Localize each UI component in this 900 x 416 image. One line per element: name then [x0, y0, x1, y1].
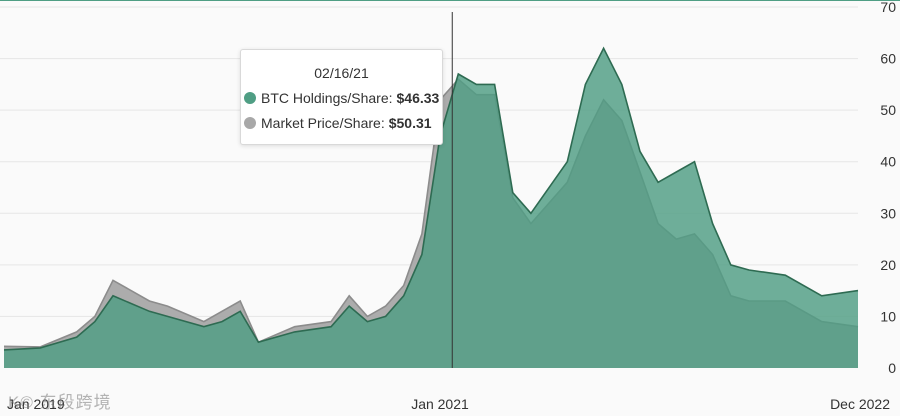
tooltip-row-btc-holdings: BTC Holdings/Share: $46.33	[241, 90, 442, 106]
y-tick-label: 70	[880, 0, 896, 15]
y-tick-label: 30	[880, 205, 896, 221]
y-tick-label: 50	[880, 102, 896, 118]
x-tick-label: Jan 2019	[7, 396, 65, 412]
y-tick-label: 0	[888, 360, 896, 376]
x-tick-label: Dec 2022	[830, 396, 890, 412]
series-line-btc-holdings-share	[3, 46, 859, 351]
market-price-dot	[244, 117, 256, 129]
series-areas	[3, 46, 859, 369]
series-area-btc-holdings-share	[4, 48, 858, 369]
btc-holdings-dot	[244, 92, 256, 104]
y-tick-label: 60	[880, 51, 896, 67]
y-axis-ticks: 0 10 20 30 40 50 60 70	[880, 0, 896, 376]
tooltip-value-market-price: $50.31	[388, 115, 432, 131]
tooltip-label-btc-holdings: BTC Holdings/Share:	[261, 90, 393, 106]
watermark: K© 东段跨境	[8, 393, 112, 412]
y-tick-label: 10	[880, 308, 896, 324]
tooltip-label-market-price: Market Price/Share:	[261, 115, 385, 131]
y-tick-label: 20	[880, 257, 896, 273]
y-tick-label: 40	[880, 154, 896, 170]
x-axis-ticks: Jan 2019 Jan 2021 Dec 2022	[7, 396, 890, 412]
tooltip-date: 02/16/21	[314, 65, 369, 81]
tooltip-row-market-price: Market Price/Share: $50.31	[241, 115, 442, 131]
tooltip-value-btc-holdings: $46.33	[396, 90, 440, 106]
x-tick-label: Jan 2021	[411, 396, 469, 412]
tooltip: 02/16/21 BTC Holdings/Share: $46.33 Mark…	[240, 49, 443, 145]
